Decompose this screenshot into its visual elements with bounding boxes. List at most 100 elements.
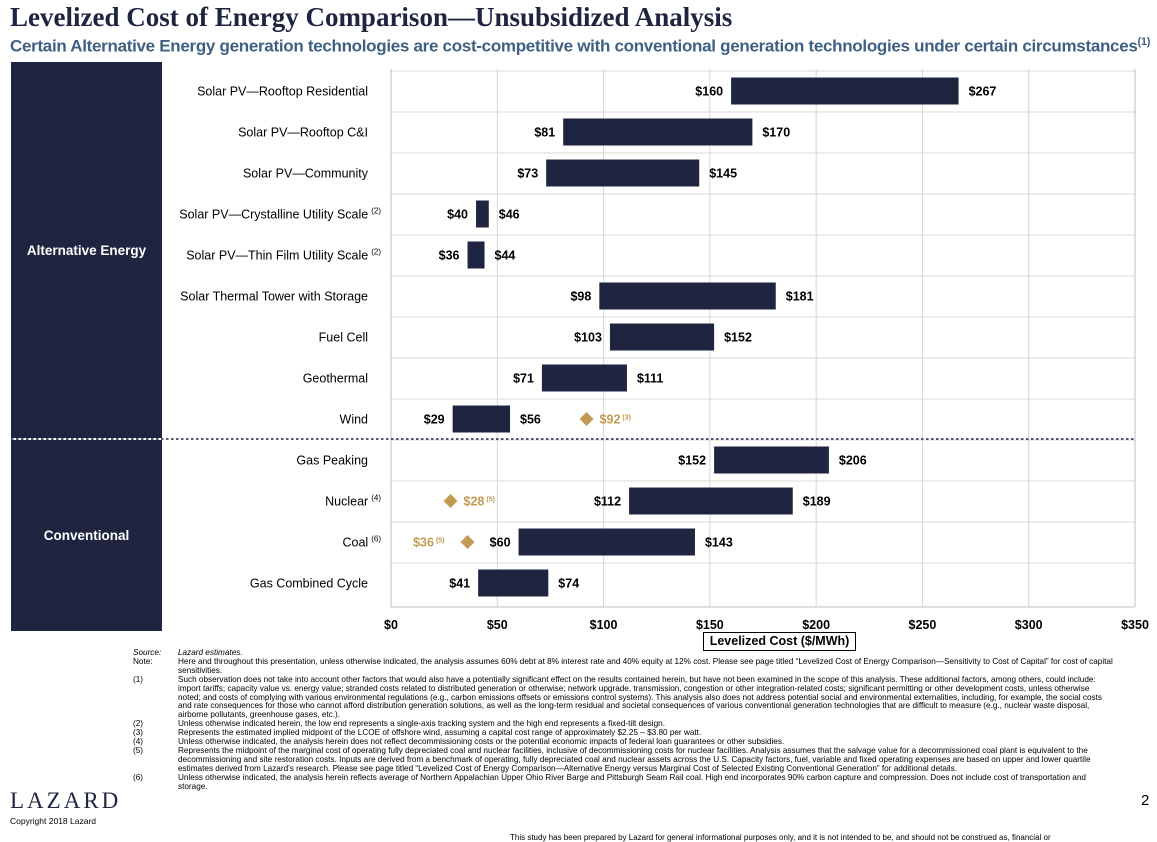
high-value-label: $46 xyxy=(499,208,520,222)
category-label: Solar PV—Rooftop C&I xyxy=(238,126,368,140)
x-tick-label: $0 xyxy=(384,618,398,632)
footnote-text: Represents the estimated implied midpoin… xyxy=(178,728,702,738)
page-number: 2 xyxy=(1141,792,1150,809)
footnote-text: Here and throughout this presentation, u… xyxy=(178,656,1113,675)
group-label-alternative-text: Alternative Energy xyxy=(26,242,147,258)
category-footnote: (4) xyxy=(371,494,381,503)
low-value-label: $81 xyxy=(534,126,555,140)
footnote-label: (4) xyxy=(133,737,144,747)
footnote-label: (6) xyxy=(133,772,144,782)
marker-footnote: (5) xyxy=(436,538,445,545)
subtitle-text: Certain Alternative Energy generation te… xyxy=(10,36,1138,56)
category-label: Solar Thermal Tower with Storage xyxy=(180,290,368,304)
lcoe-range-chart: $0 $50 $100 $150 $200 $250 $300 $350 Solar PV—Ro… xyxy=(11,69,1149,632)
lazard-logo: LAZARD xyxy=(10,788,122,813)
category-label: Geothermal xyxy=(303,372,368,386)
category-label: Solar PV—Community xyxy=(243,167,369,181)
high-value-label: $181 xyxy=(786,290,814,304)
copyright-text: Copyright 2018 Lazard xyxy=(10,816,97,826)
category-label: Solar PV—Crystalline Utility Scale (2) xyxy=(179,207,381,222)
range-bar xyxy=(467,241,485,269)
low-value-label: $41 xyxy=(449,577,470,591)
range-bar xyxy=(599,282,776,310)
low-value-label: $160 xyxy=(695,85,723,99)
footnote-label: Note: xyxy=(133,656,153,666)
footnote-text: Such observation does not take into acco… xyxy=(178,674,1102,720)
category-label: Coal (6) xyxy=(343,535,382,550)
footnote-text: Represents the midpoint of the marginal … xyxy=(178,745,1091,773)
range-bar xyxy=(478,569,549,597)
page-subtitle: Certain Alternative Energy generation te… xyxy=(10,36,1150,57)
category-footnote: (6) xyxy=(371,535,381,544)
midpoint-marker xyxy=(460,535,475,549)
category-footnote: (2) xyxy=(371,207,381,216)
group-label-alternative-energy: Alternative Energy xyxy=(11,62,162,438)
range-bar xyxy=(476,200,489,228)
range-bar xyxy=(452,405,511,433)
category-label: Solar PV—Thin Film Utility Scale (2) xyxy=(186,248,381,263)
low-value-label: $103 xyxy=(574,331,602,345)
category-label: Solar PV—Rooftop Residential xyxy=(197,85,368,99)
midpoint-marker xyxy=(443,494,458,508)
marker-value-label: $36 (5) xyxy=(413,536,444,550)
group-label-conventional-text: Conventional xyxy=(43,528,130,543)
low-value-label: $36 xyxy=(439,249,460,263)
range-bar xyxy=(546,159,700,187)
footnote-label: (3) xyxy=(133,728,144,738)
low-value-label: $112 xyxy=(594,495,621,509)
high-value-label: $111 xyxy=(637,372,663,386)
footnote-row: (6) Unless otherwise indicated, the analy… xyxy=(133,772,1113,792)
marker-value-label: $92 (3) xyxy=(600,413,631,427)
x-tick-label: $150 xyxy=(696,618,724,632)
page-title: Levelized Cost of Energy Comparison—Unsu… xyxy=(10,2,733,32)
low-value-label: $71 xyxy=(513,372,534,386)
footnote-label: (5) xyxy=(133,745,144,755)
footnote-text: Unless otherwise indicated, the analysis… xyxy=(178,737,785,747)
high-value-label: $143 xyxy=(705,536,733,550)
footnote-row: (3) Represents the estimated implied midp… xyxy=(133,728,1113,738)
category-label: Gas Combined Cycle xyxy=(250,577,368,591)
low-value-label: $29 xyxy=(424,413,445,427)
x-tick-label: $300 xyxy=(1015,618,1043,632)
marker-value-label: $28 (5) xyxy=(464,495,495,509)
marker-footnote: (5) xyxy=(486,497,495,504)
range-bar xyxy=(714,446,829,474)
disclaimer-text: This study has been prepared by Lazard f… xyxy=(510,833,1051,842)
footnote-row: Note: Here and throughout this presentati… xyxy=(133,656,1113,676)
x-axis-title: Levelized Cost ($/MWh) xyxy=(703,632,856,651)
low-value-label: $152 xyxy=(678,454,706,468)
high-value-label: $152 xyxy=(724,331,752,345)
footnote-label: (2) xyxy=(133,719,144,729)
low-value-label: $40 xyxy=(447,208,468,222)
subtitle-footnote: (1) xyxy=(1137,36,1151,48)
category-label: Fuel Cell xyxy=(319,331,368,345)
category-footnote: (2) xyxy=(371,248,381,257)
high-value-label: $44 xyxy=(495,249,516,263)
high-value-label: $56 xyxy=(520,413,541,427)
high-value-label: $206 xyxy=(839,454,867,468)
category-label: Nuclear (4) xyxy=(325,494,381,509)
footnote-text: Unless otherwise indicated, the analysis… xyxy=(178,772,1086,791)
range-bar xyxy=(629,487,793,515)
footnote-text: Lazard estimates. xyxy=(178,648,243,657)
high-value-label: $74 xyxy=(558,577,579,591)
footnote-label: (1) xyxy=(133,674,144,684)
x-tick-label: $100 xyxy=(590,618,618,632)
x-tick-label: $200 xyxy=(802,618,830,632)
high-value-label: $170 xyxy=(762,126,790,140)
footnote-row: (1) Such observation does not take into a… xyxy=(133,674,1113,721)
x-tick-label: $350 xyxy=(1121,618,1149,632)
high-value-label: $189 xyxy=(803,495,831,509)
high-value-label: $145 xyxy=(709,167,737,181)
low-value-label: $60 xyxy=(490,536,511,550)
range-bar xyxy=(609,323,715,351)
high-value-label: $267 xyxy=(969,85,997,99)
range-bar xyxy=(541,364,627,392)
range-bar xyxy=(731,77,959,105)
x-tick-label: $250 xyxy=(909,618,937,632)
range-bar xyxy=(518,528,695,556)
low-value-label: $98 xyxy=(570,290,591,304)
footnote-row: (5) Represents the midpoint of the margin… xyxy=(133,745,1113,774)
category-label: Wind xyxy=(340,413,369,427)
footnotes: Source: Lazard estimates. Note: Here and th… xyxy=(133,648,1113,792)
